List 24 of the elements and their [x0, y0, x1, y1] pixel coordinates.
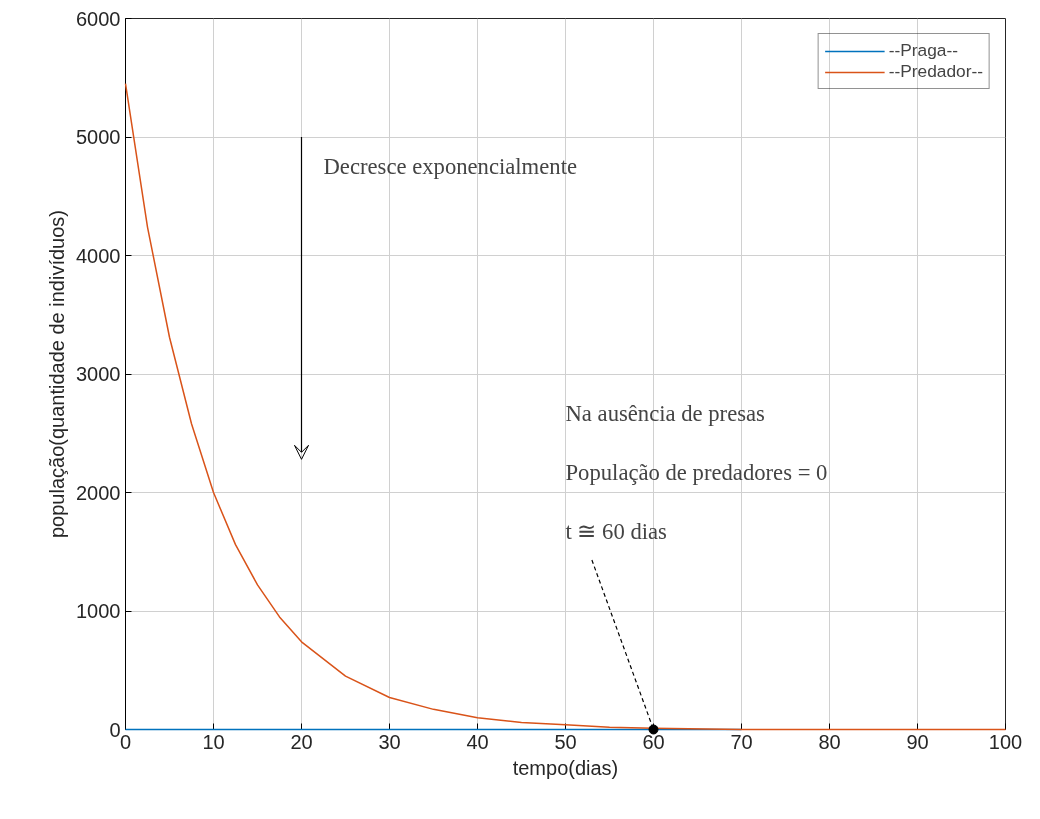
y-tick-label: 2000 [76, 481, 121, 504]
x-tick-label: 40 [466, 730, 489, 753]
y-tick-label: 3000 [76, 363, 121, 385]
x-axis-title: tempo(dias) [512, 756, 619, 779]
annotation: População de predadores = 0 [565, 459, 828, 485]
annotation: Na ausência de presas [565, 400, 765, 426]
x-tick-label: 60 [642, 730, 665, 753]
x-tick-label: 80 [818, 730, 841, 753]
legend-label: --Praga-- [888, 40, 958, 61]
x-tick-label: 10 [202, 730, 225, 753]
x-tick-label: 90 [906, 730, 929, 753]
legend-label: --Predador-- [888, 61, 983, 82]
y-tick-label: 6000 [76, 7, 121, 30]
annotation: t ≅ 60 dias [565, 518, 667, 544]
y-tick-label: 5000 [76, 126, 121, 148]
y-tick-label: 4000 [76, 244, 121, 267]
x-tick-label: 50 [554, 730, 577, 753]
annotation: Decresce exponencialmente [323, 153, 577, 179]
x-tick-label: 30 [378, 730, 401, 753]
x-tick-label: 100 [988, 730, 1023, 753]
x-tick-label: 70 [730, 730, 753, 753]
y-tick-label: 1000 [76, 600, 121, 622]
y-axis-title: população(quantidade de indivíduos) [46, 209, 69, 539]
x-tick-label: 20 [290, 730, 313, 753]
